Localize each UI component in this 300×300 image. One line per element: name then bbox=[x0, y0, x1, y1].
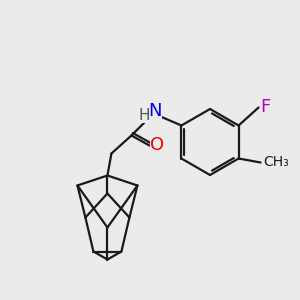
Text: F: F bbox=[260, 98, 271, 116]
Text: CH₃: CH₃ bbox=[264, 155, 289, 170]
Text: H: H bbox=[139, 108, 150, 123]
Text: N: N bbox=[149, 103, 162, 121]
Text: O: O bbox=[150, 136, 164, 154]
